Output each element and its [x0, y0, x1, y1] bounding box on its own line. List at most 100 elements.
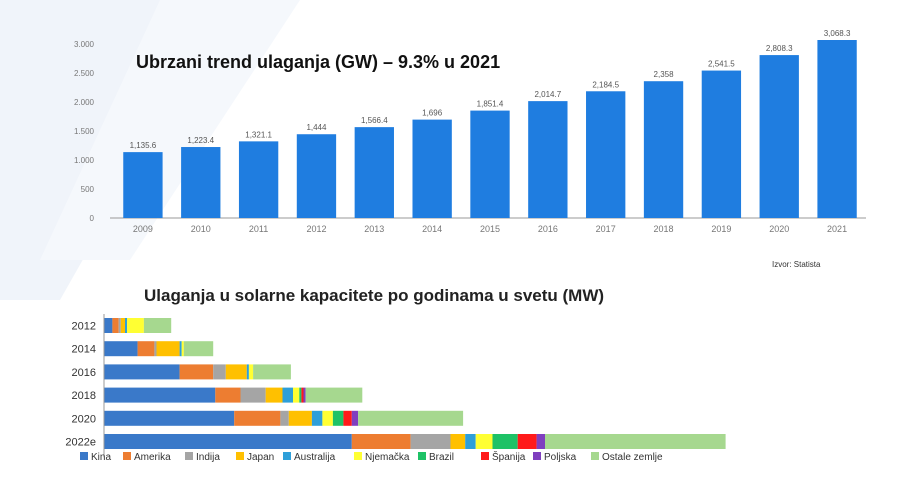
y-tick-label: 500	[81, 185, 95, 194]
legend-label: Kina	[91, 452, 111, 463]
x-tick-label: 2020	[769, 224, 789, 234]
stacked-segment	[305, 387, 363, 403]
stacked-segment	[125, 318, 128, 333]
stacked-segment	[265, 387, 283, 403]
stacked-segment	[154, 341, 157, 357]
stacked-segment	[492, 434, 518, 449]
bar-value-label: 1,444	[306, 123, 327, 132]
legend-label: Njemačka	[365, 452, 410, 463]
stacked-segment	[465, 434, 476, 449]
bar	[817, 40, 857, 218]
stacked-segment	[282, 387, 293, 403]
legend-swatch	[236, 452, 244, 460]
bar	[586, 91, 626, 218]
stacked-segment	[450, 434, 466, 449]
stacked-segment	[248, 364, 254, 380]
stacked-segment	[213, 364, 226, 380]
stacked-segment	[545, 434, 726, 449]
bar	[701, 70, 742, 218]
stacked-segment	[358, 410, 464, 426]
legend-label: Amerika	[134, 452, 171, 463]
legend-swatch	[80, 452, 88, 460]
legend-label: Australija	[294, 452, 336, 463]
y-category-label: 2022e	[65, 437, 96, 449]
y-category-label: 2018	[72, 390, 96, 402]
bar	[123, 152, 163, 218]
stacked-segment	[240, 387, 266, 403]
stacked-segment	[127, 318, 144, 333]
legend-swatch	[354, 452, 362, 460]
x-tick-label: 2016	[538, 224, 558, 234]
stacked-segment	[104, 318, 113, 333]
y-category-label: 2014	[72, 344, 96, 356]
legend-label: Brazil	[429, 452, 454, 463]
x-tick-label: 2017	[596, 224, 616, 234]
solar-capacity-title: Ulaganja u solarne kapacitete po godinam…	[144, 286, 605, 305]
stacked-segment	[143, 318, 172, 333]
stacked-segment	[104, 387, 216, 403]
stacked-segment	[351, 410, 359, 426]
stacked-segment	[332, 410, 344, 426]
stacked-segment	[179, 341, 182, 357]
x-tick-label: 2019	[711, 224, 731, 234]
stacked-segment	[301, 387, 304, 403]
bar-value-label: 2,808.3	[766, 44, 793, 53]
stacked-segment	[179, 364, 214, 380]
y-category-label: 2012	[72, 321, 96, 333]
stacked-segment	[311, 410, 323, 426]
x-tick-label: 2013	[364, 224, 384, 234]
y-category-label: 2020	[72, 413, 96, 425]
x-tick-label: 2012	[306, 224, 326, 234]
bar	[354, 127, 394, 218]
stacked-segment	[293, 387, 300, 403]
bar-value-label: 2,184.5	[592, 80, 619, 89]
stacked-segment	[517, 434, 537, 449]
bar	[528, 101, 568, 218]
investment-trend-plot: 0 500 1.000 1.500 2.000 2.500 3.000 1,135.6 2009…	[74, 29, 866, 234]
stacked-segment	[137, 341, 155, 357]
y-tick-label: 3.000	[74, 40, 95, 49]
y-category-label: 2016	[72, 367, 96, 379]
stacked-segment	[475, 434, 493, 449]
x-tick-label: 2010	[191, 224, 211, 234]
stacked-segment	[156, 341, 180, 357]
legend-swatch	[283, 452, 291, 460]
legend-label: Indija	[196, 452, 220, 463]
legend-label: Japan	[247, 452, 274, 463]
stacked-segment	[280, 410, 289, 426]
stacked-segment	[322, 410, 333, 426]
legend-label: Španija	[492, 450, 526, 463]
x-tick-label: 2021	[827, 224, 847, 234]
y-tick-label: 1.000	[74, 156, 95, 165]
stacked-segment	[410, 434, 451, 449]
x-tick-label: 2015	[480, 224, 500, 234]
bar-value-label: 2,014.7	[534, 90, 561, 99]
legend-swatch	[123, 452, 131, 460]
bar	[238, 141, 279, 218]
bar	[412, 119, 452, 218]
bar	[470, 110, 510, 218]
bar-value-label: 1,696	[422, 109, 443, 118]
bar-value-label: 2,358	[654, 70, 675, 79]
y-tick-label: 1.500	[74, 127, 95, 136]
bar	[759, 55, 799, 219]
stacked-segment	[104, 364, 180, 380]
x-tick-label: 2011	[249, 224, 268, 234]
stacked-segment	[181, 341, 184, 357]
legend-swatch	[533, 452, 541, 460]
bar-value-label: 1,223.4	[187, 136, 214, 145]
stacked-segment	[253, 364, 291, 380]
stacked-segment	[536, 434, 545, 449]
y-tick-label: 0	[90, 214, 95, 223]
bar	[296, 134, 337, 218]
stacked-segment	[303, 387, 306, 403]
bar-value-label: 1,135.6	[130, 141, 157, 150]
legend-label: Poljska	[544, 452, 577, 463]
stacked-segment	[104, 434, 352, 449]
legend-swatch	[591, 452, 599, 460]
stacked-segment	[112, 318, 119, 333]
legend-swatch	[185, 452, 193, 460]
source-note: Izvor: Statista	[772, 260, 821, 269]
stacked-segment	[104, 341, 138, 357]
bar-value-label: 1,321.1	[245, 130, 272, 139]
